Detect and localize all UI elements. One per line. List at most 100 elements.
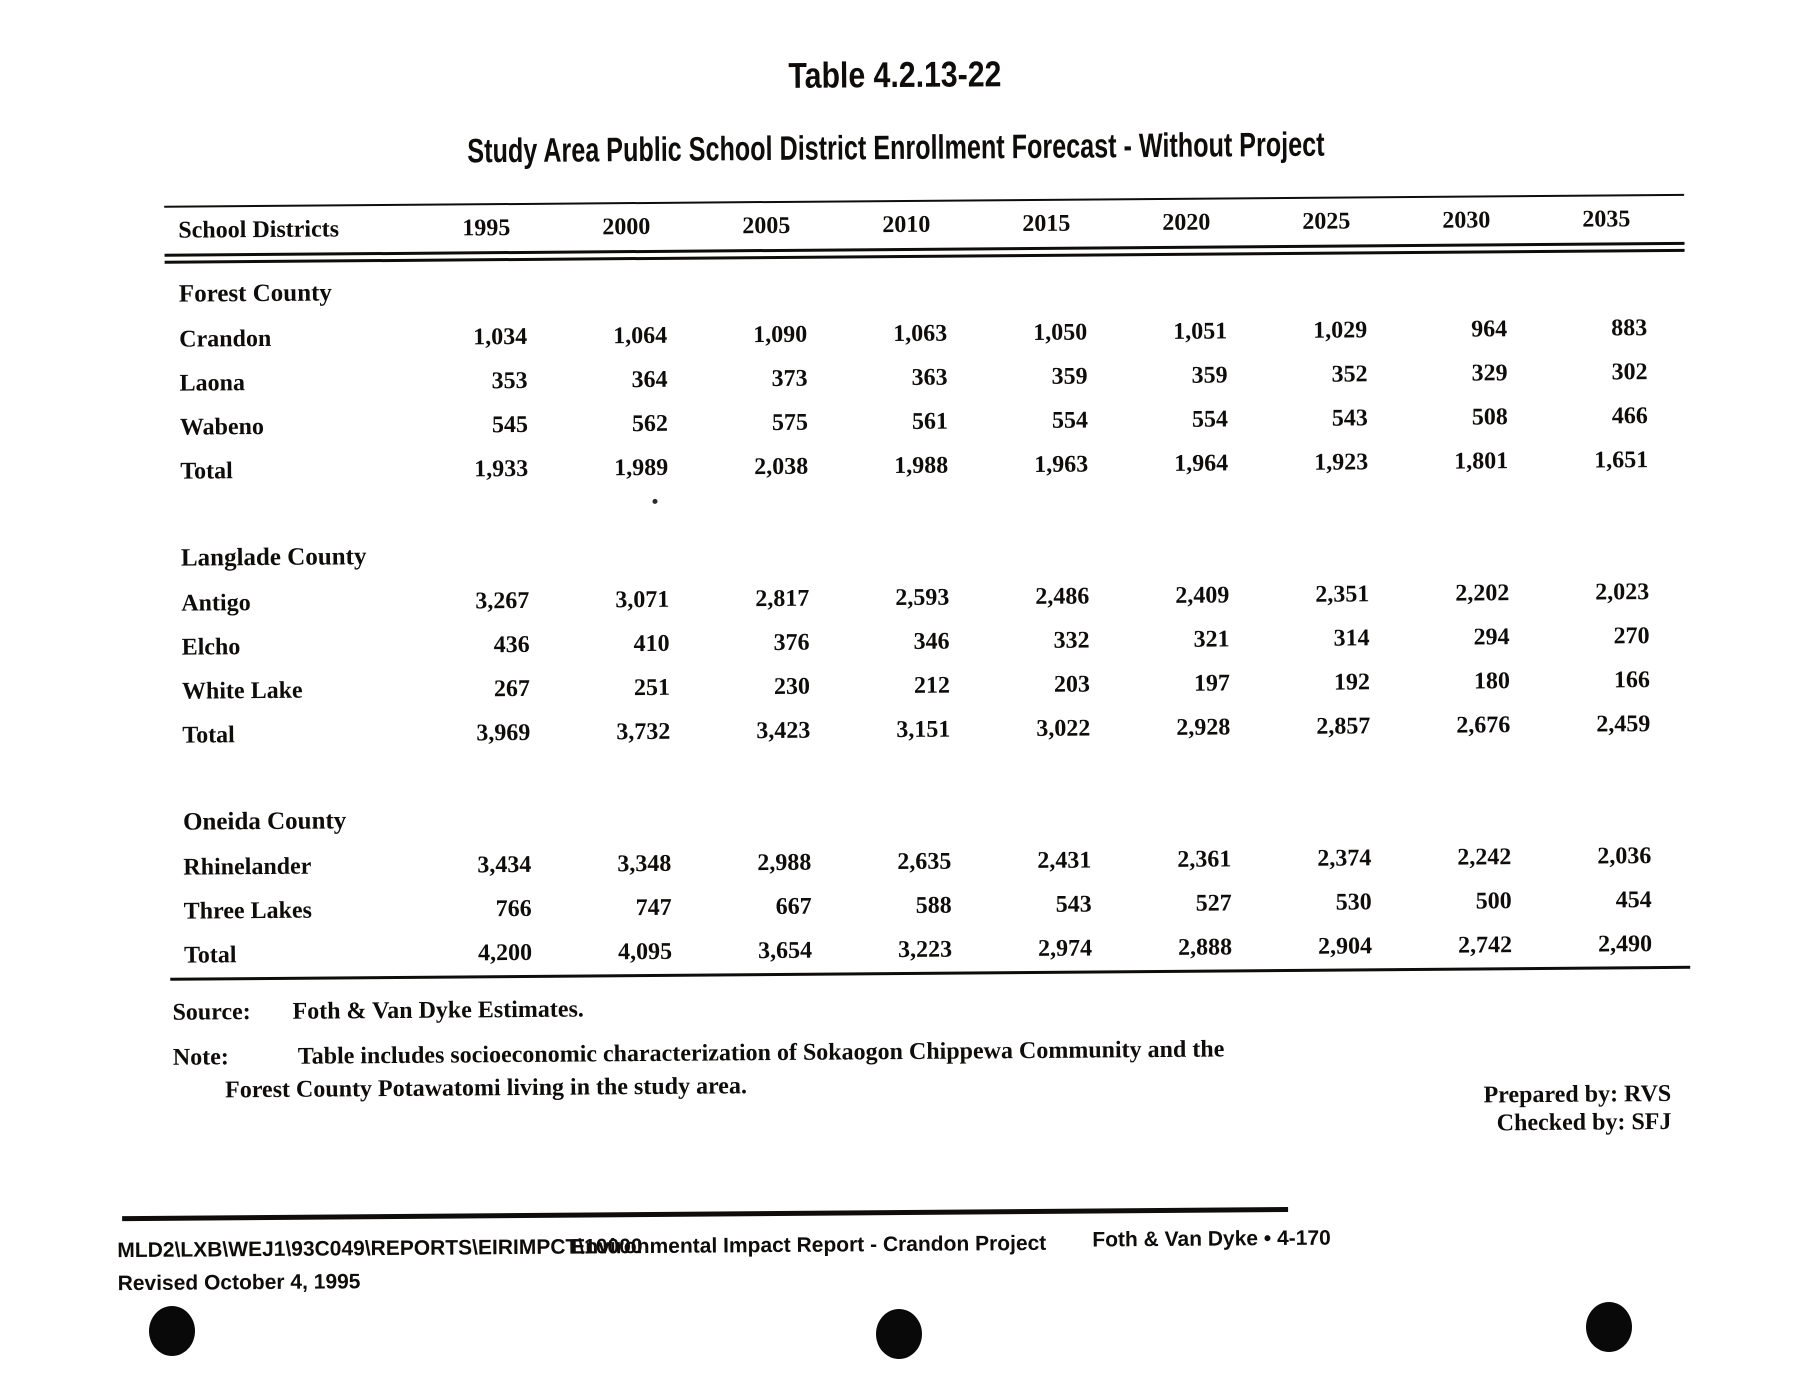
hole-punch-dot-right [1586,1302,1632,1352]
district-label: Antigo [181,589,251,617]
footer-rule [122,1206,1289,1222]
column-header-districts: School Districts [178,215,340,244]
enrollment-value: 3,654 [757,937,813,964]
district-label: Total [180,457,233,485]
note-label: Note: [172,1044,229,1071]
enrollment-value: 251 [633,674,671,701]
enrollment-value: 2,490 [1597,930,1653,958]
enrollment-value: 197 [1193,669,1231,697]
enrollment-value: 1,989 [614,454,669,481]
enrollment-value: 352 [1331,360,1368,388]
enrollment-value: 543 [1331,404,1368,432]
enrollment-value: 1,029 [1313,316,1368,344]
enrollment-value: 436 [493,631,530,658]
enrollment-value: 1,964 [1174,449,1229,477]
enrollment-value: 376 [773,629,810,656]
enrollment-value: 1,090 [753,321,808,348]
page-title-wrap: Study Area Public School District Enroll… [0,121,1796,175]
enrollment-value: 2,888 [1177,933,1233,961]
enrollment-value: 1,051 [1173,317,1228,345]
enrollment-value: 192 [1333,668,1371,696]
footer-page-ref: Foth & Van Dyke • 4-170 [1092,1226,1331,1252]
footer-report-title: Environmental Impact Report - Crandon Pr… [571,1231,1047,1259]
enrollment-value: 2,676 [1456,711,1511,739]
enrollment-value: 359 [1051,363,1088,390]
enrollment-value: 3,022 [1036,715,1091,742]
enrollment-value: 530 [1335,888,1372,916]
column-header-year: 2030 [1442,206,1491,234]
district-label: Rhinelander [183,853,312,881]
enrollment-value: 2,374 [1317,844,1372,872]
enrollment-value: 3,348 [617,850,672,877]
enrollment-value: 747 [635,894,672,921]
enrollment-value: 4,095 [617,938,673,965]
enrollment-value: 2,593 [895,584,950,611]
enrollment-value: 2,742 [1457,931,1513,959]
district-label: White Lake [181,677,303,705]
enrollment-value: 508 [1471,403,1508,430]
enrollment-value: 2,974 [1037,935,1093,962]
district-label: Three Lakes [183,897,313,925]
footer-revised-date: Revised October 4, 1995 [117,1270,361,1296]
enrollment-value: 500 [1475,887,1512,914]
enrollment-value: 588 [915,892,952,919]
enrollment-value: 1,933 [474,455,529,482]
column-header-year: 2020 [1162,209,1211,236]
enrollment-value: 302 [1611,358,1648,385]
enrollment-value: 3,423 [756,717,811,744]
enrollment-value: 2,242 [1457,843,1512,871]
enrollment-value: 1,801 [1454,447,1509,475]
district-label: Crandon [179,325,272,353]
enrollment-value: 466 [1611,402,1648,429]
enrollment-value: 2,928 [1176,713,1231,741]
enrollment-value: 1,034 [473,323,528,350]
source-label: Source: [172,999,251,1026]
source-line: Source: Foth & Van Dyke Estimates. [172,996,584,1026]
enrollment-value: 2,409 [1175,581,1230,609]
enrollment-value: 2,351 [1315,580,1370,608]
column-header-year: 2000 [602,213,651,240]
prepared-by: Prepared by: RVS [1483,1080,1672,1109]
enrollment-value: 2,023 [1595,578,1650,606]
enrollment-value: 2,904 [1317,932,1373,960]
enrollment-value: 766 [495,895,532,922]
table-number-wrap: Table 4.2.13-22 [0,48,1795,102]
enrollment-value: 575 [771,409,808,436]
enrollment-value: 3,732 [616,718,671,745]
column-header-year: 2005 [742,212,791,239]
district-label: Wabeno [179,413,265,441]
enrollment-value: 2,431 [1037,847,1092,874]
enrollment-value: 270 [1613,622,1650,649]
enrollment-value: 329 [1471,359,1508,387]
enrollment-value: 373 [771,365,808,392]
enrollment-value: 2,817 [755,585,810,612]
enrollment-value: 1,988 [894,452,949,479]
column-header-year: 2015 [1022,210,1071,237]
enrollment-value: 294 [1473,623,1510,650]
enrollment-value: 3,071 [615,586,670,613]
source-text: Foth & Van Dyke Estimates. [292,996,584,1025]
enrollment-value: 2,459 [1596,710,1651,738]
hole-punch-dot-center [876,1309,922,1359]
table-number: Table 4.2.13-22 [788,53,1002,96]
enrollment-value: 212 [913,672,951,699]
footer-file-path: MLD2\LXB\WEJ1\93C049\REPORTS\EIRIMPCT\10… [117,1235,643,1263]
district-label: Laona [179,369,246,397]
enrollment-value: 883 [1611,314,1648,341]
enrollment-value: 554 [1191,405,1228,433]
page-title: Study Area Public School District Enroll… [467,125,1325,171]
enrollment-value: 230 [773,673,811,700]
enrollment-value: 410 [633,630,670,657]
enrollment-value: 1,063 [893,320,948,347]
enrollment-value: 203 [1053,671,1091,698]
enrollment-value: 454 [1615,886,1652,913]
enrollment-value: 561 [911,408,948,435]
enrollment-value: 2,857 [1316,712,1371,740]
district-label: Total [183,941,237,969]
table-body: Forest County Crandon 1,034 1,064 1,090 1,063… [165,260,1690,978]
enrollment-value: 2,635 [897,848,952,875]
enrollment-value: 1,651 [1594,446,1649,474]
enrollment-value: 2,486 [1035,583,1090,610]
